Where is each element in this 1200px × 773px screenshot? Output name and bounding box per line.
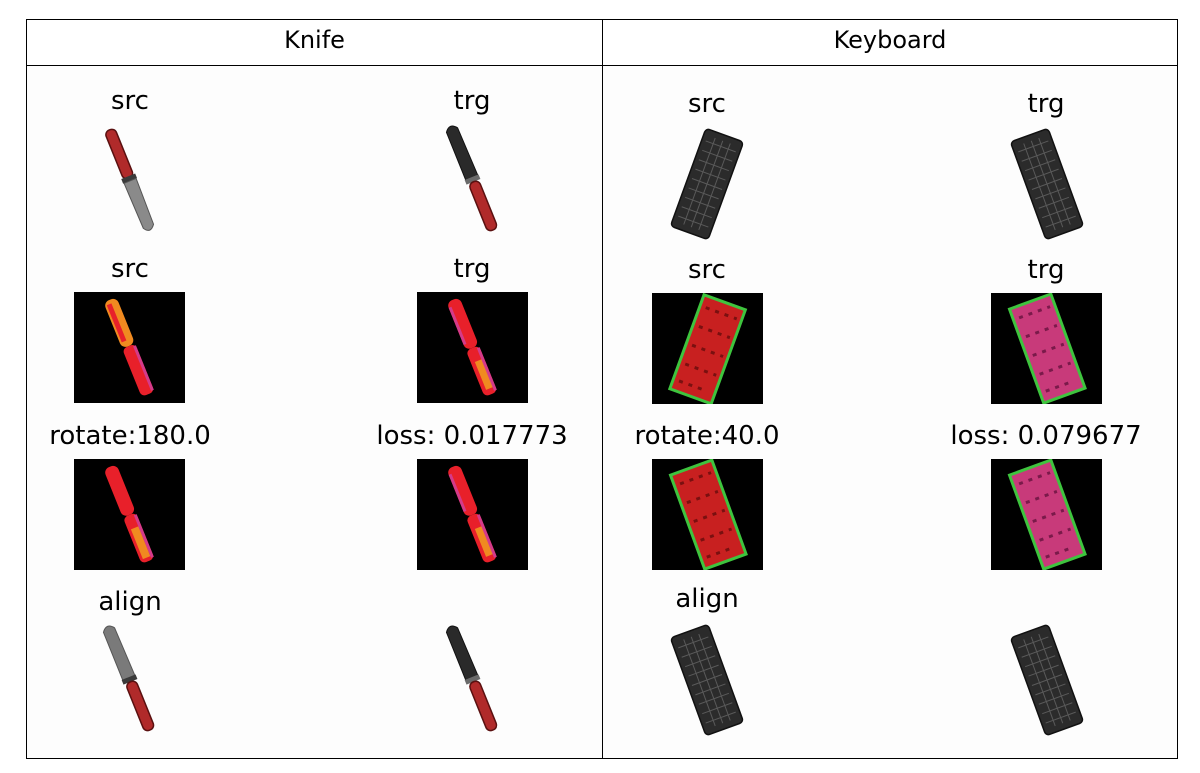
knife-trg-mask [417,292,528,403]
knife-aligned-photo [102,625,155,732]
keyboard-row2-left-label: src [688,255,726,285]
column-divider [602,19,603,759]
keyboard-row1-left-label: src [688,89,726,119]
knife-trg-mask-2 [417,459,528,570]
keyboard-src-photo [670,128,744,240]
knife-row1-right-label: trg [453,86,491,116]
keyboard-trg-mask-2 [991,459,1102,570]
keyboard-loss-label: loss: 0.079677 [950,421,1142,451]
keyboard-trg-photo-2 [1010,624,1084,736]
knife-align-label: align [98,587,162,617]
keyboard-trg-mask [991,293,1102,404]
keyboard-rotate-label: rotate:40.0 [634,421,780,451]
knife-rotate-label: rotate:180.0 [49,421,211,451]
keyboard-row2-right-label: trg [1027,255,1065,285]
knife-rotated-mask [74,459,185,570]
keyboard-aligned-photo [670,624,744,736]
knife-column-header: Knife [284,26,345,54]
knife-trg-photo-2 [445,625,498,732]
knife-trg-photo [445,125,498,232]
knife-loss-label: loss: 0.017773 [376,421,568,451]
keyboard-align-label: align [675,584,739,614]
knife-src-mask [74,292,185,403]
keyboard-column-header: Keyboard [833,26,947,54]
knife-row1-left-label: src [111,86,149,116]
knife-row2-left-label: src [111,254,149,284]
keyboard-src-mask [652,293,763,404]
keyboard-row1-right-label: trg [1027,89,1065,119]
keyboard-rotated-mask [652,459,763,570]
keyboard-trg-photo [1010,128,1084,240]
knife-src-photo [105,128,155,231]
knife-row2-right-label: trg [453,254,491,284]
